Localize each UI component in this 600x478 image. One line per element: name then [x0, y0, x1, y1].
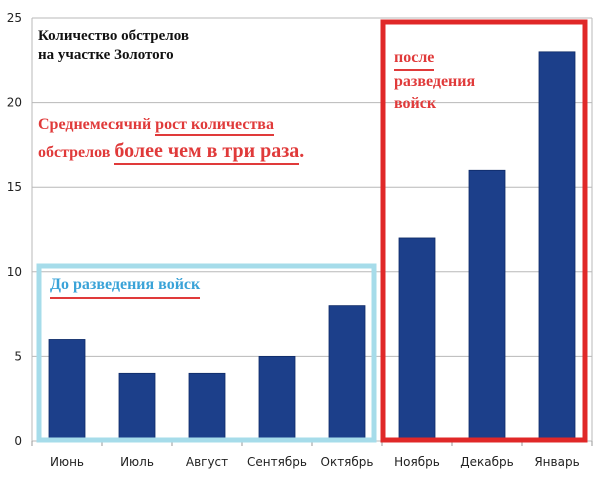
- x-axis-ticks: Июнь Июль Август Сентябрь Октябрь Ноябрь Декаб…: [31, 441, 593, 469]
- y-tick-label: 20: [7, 96, 22, 110]
- bar: [328, 305, 366, 442]
- y-tick-label: 5: [14, 349, 22, 363]
- period-boxes: [36, 19, 588, 443]
- y-tick-label: 0: [14, 434, 22, 448]
- growth-text-part1: Среднемесячнй: [38, 116, 152, 133]
- bars: [48, 51, 576, 442]
- chart-title-line1: Количество обстрелов: [38, 28, 189, 44]
- y-axis-ticks: 0 5 10 15 20 25: [7, 11, 22, 448]
- y-tick-label: 25: [7, 11, 22, 25]
- bar: [258, 355, 296, 442]
- after-period-box: [380, 19, 588, 443]
- bar: [538, 51, 576, 442]
- after-label-line2: разведения: [394, 73, 476, 90]
- x-tick-label: Октябрь: [321, 455, 374, 469]
- x-tick-label: Ноябрь: [394, 455, 440, 469]
- before-label: До разведения войск: [50, 276, 201, 299]
- after-label-line1: после: [394, 47, 435, 71]
- chart-title: Количество обстрелов на участке Золотого: [38, 27, 189, 65]
- y-tick-label: 15: [7, 180, 22, 194]
- bar: [48, 339, 86, 442]
- after-label: после разведения войск: [394, 47, 475, 115]
- x-tick-label: Декабрь: [460, 455, 513, 469]
- x-tick-label: Январь: [534, 455, 579, 469]
- chart-title-line2: на участке Золотого: [38, 47, 174, 63]
- y-tick-label: 10: [7, 265, 22, 279]
- growth-text-part5: .: [299, 140, 305, 162]
- growth-text-part3: обстрелов: [38, 144, 111, 161]
- x-tick-label: Июнь: [50, 455, 84, 469]
- growth-text-part2: рост количества: [155, 116, 274, 136]
- bar: [118, 372, 156, 442]
- x-tick-label: Август: [186, 455, 228, 469]
- x-tick-label: Сентябрь: [247, 455, 307, 469]
- bar: [398, 237, 436, 442]
- growth-annotation: Среднемесячнй рост количества обстрелов …: [38, 112, 304, 166]
- after-label-line3: войск: [394, 95, 437, 112]
- x-tick-label: Июль: [120, 455, 154, 469]
- bar: [188, 372, 226, 442]
- growth-text-part4: более чем в три раза: [114, 140, 300, 165]
- grid-lines: [31, 17, 593, 442]
- before-period-box: [36, 263, 377, 443]
- bar: [468, 169, 506, 442]
